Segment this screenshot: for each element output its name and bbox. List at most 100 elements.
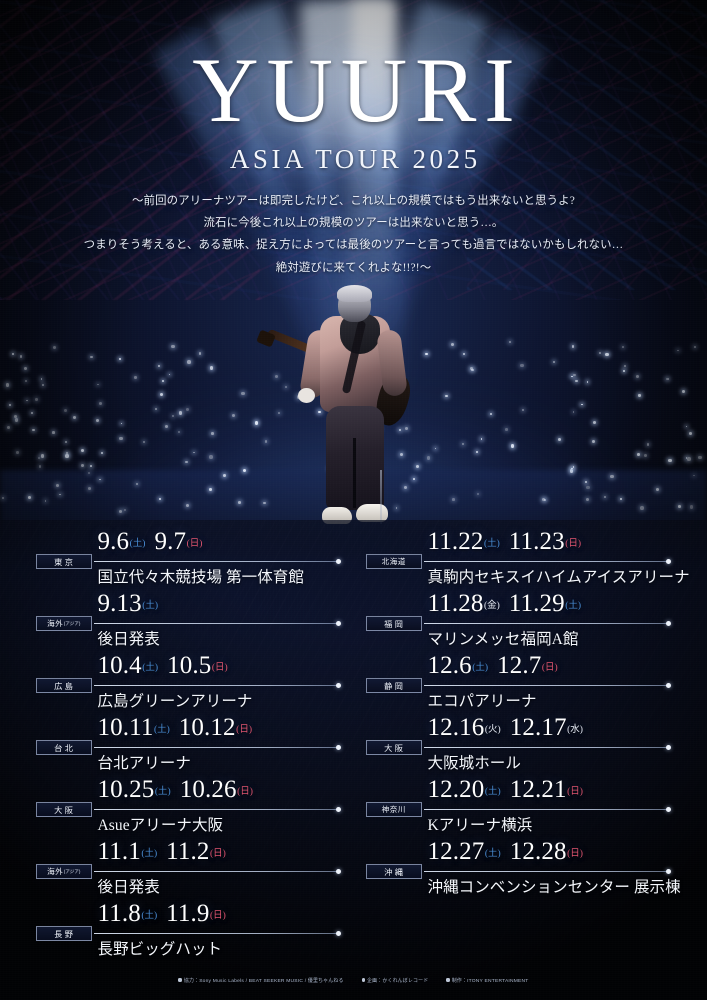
day-of-week: (日) [209, 849, 226, 860]
tour-date-row[interactable]: 沖縄 12.27(土) 12.28(日) 沖縄コンベンションセンター 展示棟 [365, 838, 681, 904]
date-number: 12.16 [427, 714, 485, 741]
tour-date: 11.23(日) [509, 528, 581, 555]
date-number: 11.23 [508, 528, 565, 555]
tour-date: 11.2(日) [166, 838, 226, 865]
tour-date: 9.7(日) [154, 528, 202, 555]
tour-date-row[interactable]: 静岡 12.6(土) 12.7(日) エコパアリーナ [365, 652, 672, 718]
venue-name: 真駒内セキスイハイムアイスアリーナ [427, 569, 690, 586]
region-badge: 海外 (アジア) [35, 616, 92, 631]
credit-text: 企画：かくれんぼレコード [367, 979, 429, 984]
venue-name: 広島グリーンアリーナ [97, 693, 253, 710]
region-name: 大阪 [384, 743, 406, 753]
region-badge: 大阪 [35, 802, 92, 817]
date-number: 10.25 [97, 776, 155, 803]
venue-name: 長野ビッグハット [97, 941, 223, 958]
venue-name: 後日発表 [97, 631, 160, 648]
row-divider [93, 807, 341, 812]
tour-date: 10.4(土) [98, 652, 159, 679]
region-badge: 台北 [35, 740, 92, 755]
row-divider [423, 745, 671, 750]
tour-date: 12.17(水) [510, 714, 583, 741]
row-divider [93, 745, 341, 750]
tour-date-row[interactable]: 北海道 11.22(土) 11.23(日) 真駒内セキスイハイムアイスアリーナ [365, 528, 690, 594]
date-list: 11.28(金) 11.29(土) [428, 590, 582, 618]
tour-date-row[interactable]: 長野 11.8(土) 11.9(日) 長野ビッグハット [35, 900, 342, 966]
credit-text: 制作：ITONY ENTERTAINMENT [451, 979, 529, 984]
day-of-week: (金) [483, 601, 500, 612]
region-badge: 東京 [35, 554, 92, 569]
tour-date-row[interactable]: 神奈川 12.20(土) 12.21(日) Kアリーナ横浜 [365, 776, 672, 842]
title-block: YUURI ASIA TOUR 2025 [0, 44, 707, 175]
day-of-week: (土) [565, 601, 582, 612]
date-number: 11.1 [97, 838, 141, 865]
row-divider [93, 621, 341, 626]
tour-date: 11.9(日) [166, 900, 226, 927]
day-of-week: (火) [484, 725, 501, 736]
credits-list: 協力：Sony Music Labels / BEAT SEEKER MUSIC… [178, 977, 528, 984]
day-of-week: (土) [472, 663, 489, 674]
region-badge: 静岡 [365, 678, 422, 693]
tour-date: 10.5(日) [167, 652, 228, 679]
footer: 協力：Sony Music Labels / BEAT SEEKER MUSIC… [0, 969, 707, 987]
row-divider [93, 683, 341, 688]
tour-date-row[interactable]: 大阪 10.25(土) 10.26(日) Asueアリーナ大阪 [35, 776, 342, 842]
region-name: 東京 [54, 557, 76, 567]
date-number: 12.7 [497, 652, 542, 679]
region-badge: 神奈川 [365, 802, 422, 817]
tour-date-row[interactable]: 大阪 12.16(火) 12.17(水) 大阪城ホール [365, 714, 672, 780]
tour-date: 12.21(日) [510, 776, 583, 803]
day-of-week: (土) [484, 787, 501, 798]
credit-item: 企画：かくれんぼレコード [361, 977, 429, 984]
tour-date-row[interactable]: 東京 9.6(土) 9.7(日) 国立代々木競技場 第一体育館 [35, 528, 342, 594]
region-badge: 長野 [35, 926, 92, 941]
tour-date-row[interactable]: 福岡 11.28(金) 11.29(土) マリンメッセ福岡A館 [365, 590, 672, 656]
tour-date: 11.28(金) [428, 590, 500, 617]
region-badge: 北海道 [365, 554, 422, 569]
date-number: 12.6 [427, 652, 472, 679]
date-number: 9.7 [154, 528, 187, 555]
row-divider [423, 683, 671, 688]
date-number: 10.4 [97, 652, 142, 679]
venue-name: 沖縄コンベンションセンター 展示棟 [427, 879, 681, 896]
venue-name: エコパアリーナ [427, 693, 537, 710]
region-badge: 大阪 [365, 740, 422, 755]
tour-message-line: つまりそう考えると、ある意味、捉え方によっては最後のツアーと言っても過言ではない… [83, 239, 624, 252]
day-of-week: (土) [483, 539, 500, 550]
tour-date-row[interactable]: 海外 (アジア) 9.13(土) 後日発表 [35, 590, 342, 656]
day-of-week: (日) [541, 663, 558, 674]
day-of-week: (土) [484, 849, 501, 860]
region-name: 長野 [54, 929, 76, 939]
date-number: 12.28 [509, 838, 567, 865]
day-of-week: (日) [211, 663, 228, 674]
bullet-icon [446, 978, 450, 982]
schedule-column-left: 東京 9.6(土) 9.7(日) 国立代々木競技場 第一体育館 海外 (アジア) 9.13(… [35, 528, 342, 958]
region-badge: 福岡 [365, 616, 422, 631]
tour-date: 9.6(土) [98, 528, 146, 555]
region-badge: 海外 (アジア) [35, 864, 92, 879]
date-list: 10.11(土) 10.12(日) [98, 714, 252, 742]
tour-date-row[interactable]: 台北 10.11(土) 10.12(日) 台北アリーナ [35, 714, 342, 780]
date-number: 10.12 [178, 714, 236, 741]
day-of-week: (日) [565, 539, 582, 550]
day-of-week: (土) [129, 539, 146, 550]
tour-message-line: 〜前回のアリーナツアーは即完したけど、これ以上の規模ではもう出来ないと思うよ? [132, 195, 575, 207]
day-of-week: (水) [567, 725, 583, 736]
tour-date: 10.25(土) [98, 776, 171, 803]
date-list: 12.6(土) 12.7(日) [428, 652, 558, 680]
day-of-week: (日) [237, 787, 253, 798]
credit-item: 制作：ITONY ENTERTAINMENT [446, 977, 528, 984]
row-divider [423, 621, 671, 626]
day-of-week: (日) [567, 787, 583, 798]
date-list: 12.16(火) 12.17(水) [428, 714, 583, 742]
date-list: 11.8(土) 11.9(日) [98, 900, 226, 928]
venue-name: Kアリーナ横浜 [427, 817, 533, 834]
date-number: 11.28 [427, 590, 484, 617]
date-number: 9.13 [97, 590, 142, 617]
tour-message-line: 絶対遊びに来てくれよな!!?!〜 [275, 261, 432, 274]
day-of-week: (土) [142, 663, 159, 674]
date-number: 12.17 [509, 714, 567, 741]
date-list: 11.22(土) 11.23(日) [428, 528, 582, 556]
venue-name: 台北アリーナ [97, 755, 191, 772]
tour-date-row[interactable]: 海外 (アジア) 11.1(土) 11.2(日) 後日発表 [35, 838, 342, 904]
tour-date-row[interactable]: 広島 10.4(土) 10.5(日) 広島グリーンアリーナ [35, 652, 342, 718]
